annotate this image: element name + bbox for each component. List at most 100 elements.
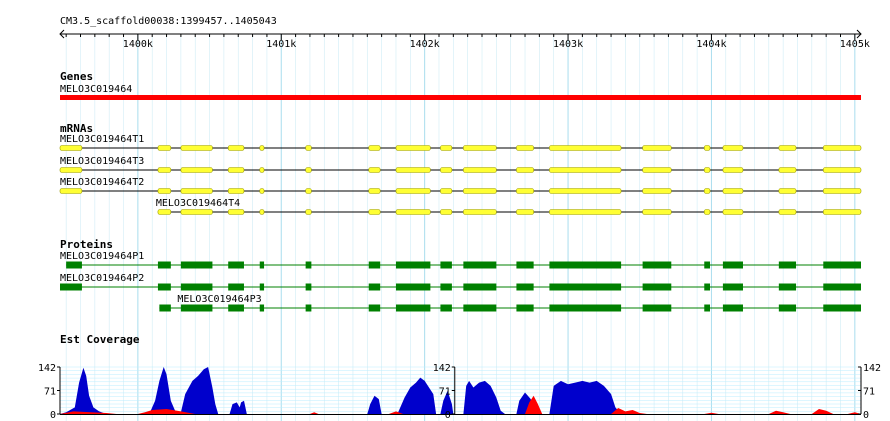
protein-exon xyxy=(823,304,861,312)
est-axis-label: 71 xyxy=(44,387,56,398)
mrna-exon xyxy=(822,188,862,194)
mrna-exon xyxy=(395,188,431,194)
mrna-exon xyxy=(368,145,381,151)
genes-track: Genes MELO3C019464 xyxy=(60,70,861,100)
protein-exon xyxy=(440,283,452,291)
protein-feature[interactable]: MELO3C019464P3 xyxy=(159,294,861,312)
mrna-label: MELO3C019464T1 xyxy=(60,134,144,145)
protein-exon xyxy=(704,261,711,269)
mrna-exon xyxy=(440,188,453,194)
protein-exon xyxy=(259,261,265,269)
ruler-left-arrow-icon xyxy=(59,29,65,39)
protein-exon xyxy=(463,304,497,312)
mrna-exon xyxy=(822,145,862,151)
est-y-axis: 142 71 0 xyxy=(433,363,456,421)
mrna-exon xyxy=(368,167,381,173)
protein-exon xyxy=(516,261,534,269)
mrna-exon xyxy=(157,145,172,151)
protein-exon xyxy=(66,261,82,269)
ruler-tick-label: 1401k xyxy=(266,39,296,50)
protein-exon xyxy=(228,304,244,312)
vertical-grid xyxy=(65,34,856,421)
mrna-exon xyxy=(227,209,245,215)
mrna-exon xyxy=(440,145,453,151)
protein-exon xyxy=(516,283,534,291)
mrna-exon xyxy=(227,188,245,194)
est-track-title: Est Coverage xyxy=(60,333,140,346)
mrna-feature[interactable]: MELO3C019464T4 xyxy=(156,198,862,215)
est-axis-label: 0 xyxy=(50,410,56,421)
mrna-exon xyxy=(395,167,431,173)
mrna-exon xyxy=(722,145,744,151)
mrna-exon xyxy=(642,167,672,173)
mrna-feature[interactable]: MELO3C019464T1 xyxy=(59,134,862,151)
protein-exon xyxy=(180,261,213,269)
protein-exon xyxy=(180,283,213,291)
protein-exon xyxy=(463,283,497,291)
est-axis-label: 71 xyxy=(439,387,451,398)
protein-exon xyxy=(778,304,797,312)
mrna-exon xyxy=(59,145,83,151)
mrna-exon xyxy=(463,188,497,194)
mrna-exon xyxy=(180,145,213,151)
protein-exon xyxy=(704,304,711,312)
mrna-exon xyxy=(549,167,622,173)
est-axis-label: 0 xyxy=(863,410,869,421)
mrna-exon xyxy=(642,209,672,215)
mrna-exon xyxy=(305,167,312,173)
protein-exon xyxy=(180,304,213,312)
mrna-exon xyxy=(516,145,534,151)
mrna-exon xyxy=(463,145,497,151)
est-axis-label: 142 xyxy=(433,363,451,374)
protein-exon xyxy=(228,283,244,291)
ruler-tick-label: 1402k xyxy=(410,39,440,50)
protein-exon xyxy=(642,283,672,291)
mrna-exon xyxy=(778,145,797,151)
mrna-feature[interactable]: MELO3C019464T2 xyxy=(59,177,862,194)
protein-label: MELO3C019464P3 xyxy=(177,294,261,305)
protein-exon xyxy=(516,304,534,312)
mrna-exon xyxy=(722,209,744,215)
protein-exon xyxy=(259,283,265,291)
mrna-exon xyxy=(157,167,172,173)
protein-exon xyxy=(549,304,622,312)
gene-bar xyxy=(60,95,861,100)
ruler-tick-label: 1404k xyxy=(696,39,726,50)
ruler-tick-label: 1400k xyxy=(123,39,153,50)
mrna-exon xyxy=(722,167,744,173)
mrna-exon xyxy=(180,167,213,173)
mrna-feature[interactable]: MELO3C019464T3 xyxy=(59,156,862,173)
protein-exon xyxy=(368,304,381,312)
ruler-track[interactable]: CM3.5_scaffold00038:1399457..1405043 140… xyxy=(59,16,870,50)
est-axis-label: 0 xyxy=(445,410,451,421)
mrna-exon xyxy=(642,188,672,194)
protein-exon xyxy=(549,283,622,291)
mrna-exon xyxy=(822,209,862,215)
mrna-label: MELO3C019464T2 xyxy=(60,177,144,188)
protein-exon xyxy=(395,304,431,312)
protein-feature[interactable]: MELO3C019464P2 xyxy=(60,273,861,291)
protein-exon xyxy=(642,261,672,269)
mrna-exon xyxy=(157,188,172,194)
mrna-exon xyxy=(722,188,744,194)
protein-exon xyxy=(157,283,171,291)
mrna-exon xyxy=(368,209,381,215)
proteins-track: Proteins MELO3C019464P1 MELO3C019464P2 MEL… xyxy=(60,238,861,312)
protein-exon xyxy=(778,261,797,269)
mrna-exon xyxy=(259,209,265,215)
mrna-exon xyxy=(440,209,453,215)
mrna-exon xyxy=(703,145,711,151)
est-y-axis: 142 71 0 xyxy=(38,363,61,421)
protein-exon xyxy=(722,261,743,269)
protein-exon xyxy=(305,304,312,312)
protein-exon xyxy=(60,283,82,291)
est-axis-label: 71 xyxy=(863,387,875,398)
mrna-exon xyxy=(157,209,172,215)
mrna-exon xyxy=(59,188,83,194)
mrna-exon xyxy=(703,167,711,173)
gene-feature[interactable]: MELO3C019464 xyxy=(60,84,861,100)
protein-exon xyxy=(305,283,312,291)
protein-feature[interactable]: MELO3C019464P1 xyxy=(60,251,861,269)
mrnas-track: mRNAs MELO3C019464T1 MELO3C019464T3 MELO3C… xyxy=(59,122,862,215)
mrna-exon xyxy=(395,145,431,151)
